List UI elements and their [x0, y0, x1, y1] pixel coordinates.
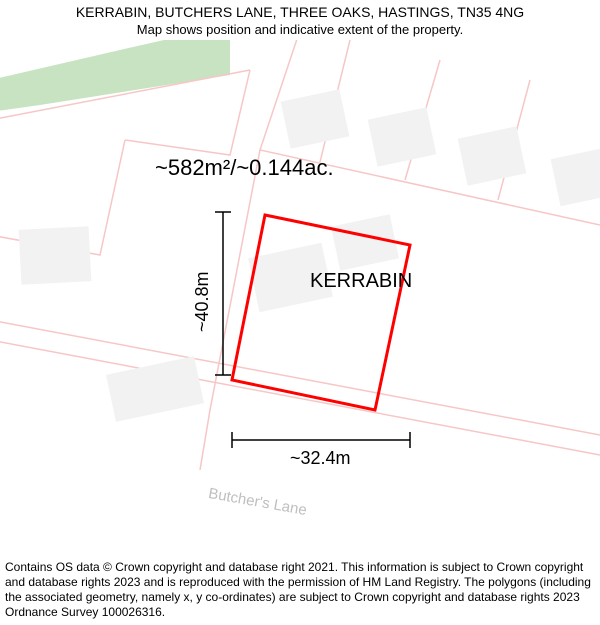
area-measurement-label: ~582m²/~0.144ac.	[155, 155, 334, 181]
property-name-label: KERRABIN	[310, 270, 412, 293]
map-canvas: ~582m²/~0.144ac. KERRABIN ~40.8m ~32.4m …	[0, 40, 600, 545]
page-title: KERRABIN, BUTCHERS LANE, THREE OAKS, HAS…	[0, 4, 600, 20]
copyright-footer: Contains OS data © Crown copyright and d…	[0, 555, 600, 625]
page-subtitle: Map shows position and indicative extent…	[0, 22, 600, 37]
map-svg	[0, 40, 600, 545]
width-dimension-label: ~32.4m	[290, 448, 351, 469]
height-dimension-label: ~40.8m	[192, 271, 213, 332]
